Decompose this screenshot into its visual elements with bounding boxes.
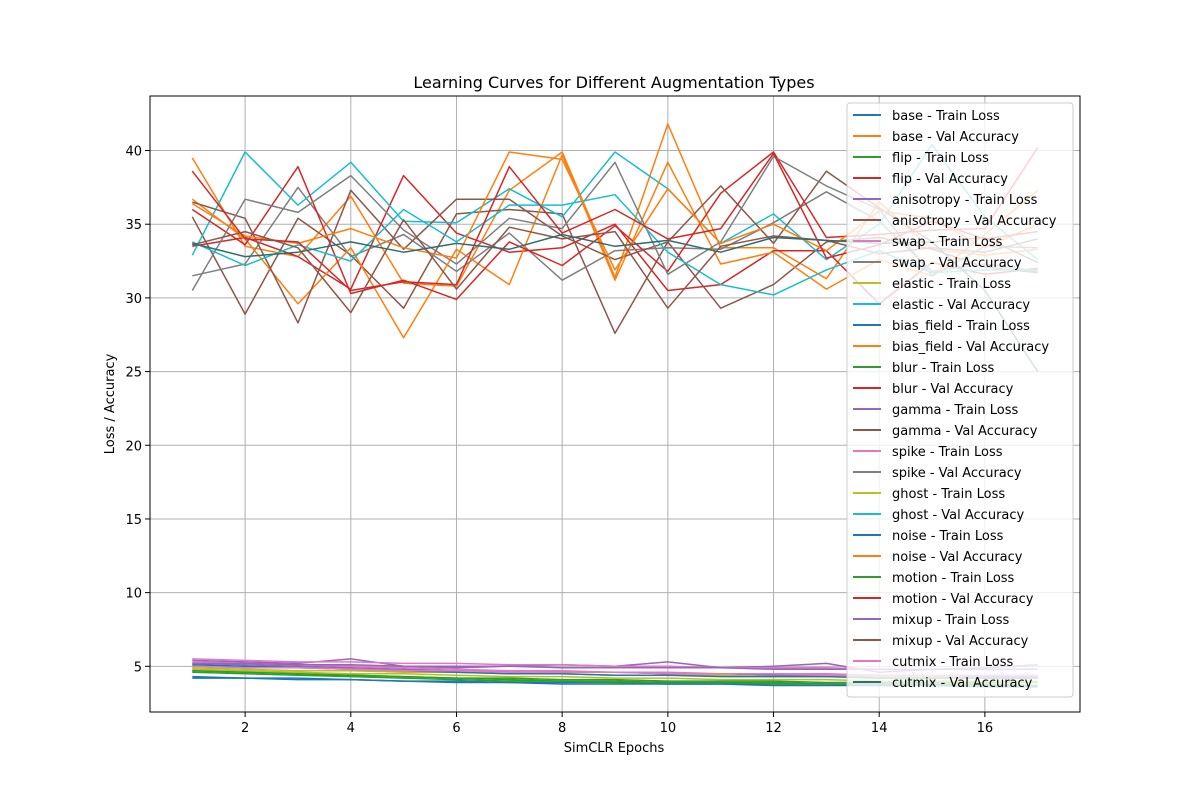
- legend-item: blur - Val Accuracy: [853, 382, 1014, 397]
- y-tick-label: 15: [125, 513, 142, 528]
- x-axis-ticks: 2 4 6 8 10 12 14 16: [241, 712, 993, 736]
- legend-label: noise - Train Loss: [892, 529, 1004, 544]
- y-tick-label: 20: [125, 439, 142, 454]
- legend-label: base - Train Loss: [892, 109, 1000, 124]
- legend-label: mixup - Val Accuracy: [892, 634, 1029, 649]
- y-tick-label: 40: [125, 145, 142, 160]
- legend-label: motion - Train Loss: [892, 571, 1015, 586]
- legend-item: mixup - Train Loss: [853, 613, 1009, 628]
- legend-item: base - Train Loss: [853, 109, 1000, 124]
- legend-label: base - Val Accuracy: [892, 130, 1019, 145]
- legend-label: spike - Train Loss: [892, 445, 1003, 460]
- legend-item: swap - Val Accuracy: [853, 256, 1022, 271]
- x-tick-label: 16: [977, 721, 994, 736]
- x-tick-label: 4: [347, 721, 355, 736]
- x-tick-label: 2: [241, 721, 249, 736]
- legend-label: bias_field - Train Loss: [892, 319, 1030, 334]
- legend-label: anisotropy - Train Loss: [892, 193, 1038, 208]
- y-tick-label: 25: [125, 366, 142, 381]
- legend-item: flip - Val Accuracy: [853, 172, 1008, 187]
- legend-box: [846, 102, 1074, 698]
- legend-item: base - Val Accuracy: [853, 130, 1019, 145]
- legend-label: blur - Val Accuracy: [892, 382, 1014, 397]
- legend-label: motion - Val Accuracy: [892, 592, 1034, 607]
- legend-item: noise - Val Accuracy: [853, 550, 1023, 565]
- legend-item: bias_field - Val Accuracy: [853, 340, 1049, 355]
- legend-label: spike - Val Accuracy: [892, 466, 1022, 481]
- chart-legend: base - Train Loss base - Val Accuracy flip…: [846, 102, 1074, 698]
- legend-item: gamma - Val Accuracy: [853, 424, 1038, 439]
- legend-label: gamma - Val Accuracy: [892, 424, 1038, 439]
- legend-item: spike - Val Accuracy: [853, 466, 1022, 481]
- legend-label: anisotropy - Val Accuracy: [892, 214, 1057, 229]
- chart-title: Learning Curves for Different Augmentati…: [413, 73, 814, 92]
- legend-label: bias_field - Val Accuracy: [892, 340, 1049, 355]
- y-tick-label: 35: [125, 218, 142, 233]
- x-tick-label: 8: [558, 721, 566, 736]
- legend-item: spike - Train Loss: [853, 445, 1003, 460]
- legend-label: swap - Train Loss: [892, 235, 1003, 250]
- legend-label: elastic - Val Accuracy: [892, 298, 1030, 313]
- legend-label: ghost - Train Loss: [892, 487, 1005, 502]
- legend-label: flip - Val Accuracy: [892, 172, 1008, 187]
- legend-item: swap - Train Loss: [853, 235, 1003, 250]
- legend-item: bias_field - Train Loss: [853, 319, 1030, 334]
- legend-label: mixup - Train Loss: [892, 613, 1009, 628]
- x-axis-label: SimCLR Epochs: [564, 741, 665, 756]
- y-tick-label: 5: [134, 660, 142, 675]
- legend-label: elastic - Train Loss: [892, 277, 1011, 292]
- legend-item: elastic - Val Accuracy: [853, 298, 1030, 313]
- legend-label: swap - Val Accuracy: [892, 256, 1022, 271]
- legend-label: ghost - Val Accuracy: [892, 508, 1025, 523]
- legend-item: ghost - Train Loss: [853, 487, 1005, 502]
- legend-item: mixup - Val Accuracy: [853, 634, 1029, 649]
- legend-item: blur - Train Loss: [853, 361, 994, 376]
- y-axis-label: Loss / Accuracy: [103, 353, 118, 454]
- y-tick-label: 30: [125, 292, 142, 307]
- legend-label: blur - Train Loss: [892, 361, 994, 376]
- y-tick-label: 10: [125, 587, 142, 602]
- legend-item: ghost - Val Accuracy: [853, 508, 1025, 523]
- legend-label: noise - Val Accuracy: [892, 550, 1023, 565]
- legend-item: elastic - Train Loss: [853, 277, 1011, 292]
- plot-frame: [149, 95, 1081, 713]
- legend-label: cutmix - Val Accuracy: [892, 676, 1033, 691]
- legend-item: cutmix - Train Loss: [853, 655, 1013, 670]
- x-tick-label: 12: [765, 721, 782, 736]
- legend-item: cutmix - Val Accuracy: [853, 676, 1033, 691]
- legend-item: anisotropy - Val Accuracy: [853, 214, 1057, 229]
- legend-item: flip - Train Loss: [853, 151, 989, 166]
- x-tick-label: 10: [660, 721, 677, 736]
- legend-label: gamma - Train Loss: [892, 403, 1019, 418]
- legend-item: motion - Train Loss: [853, 571, 1015, 586]
- legend-label: cutmix - Train Loss: [892, 655, 1013, 670]
- legend-item: gamma - Train Loss: [853, 403, 1019, 418]
- x-tick-label: 6: [452, 721, 460, 736]
- legend-item: anisotropy - Train Loss: [853, 193, 1038, 208]
- x-tick-label: 14: [871, 721, 888, 736]
- legend-item: motion - Val Accuracy: [853, 592, 1034, 607]
- y-axis-ticks: 5 10 15 20 25 30 35 40: [125, 145, 150, 675]
- legend-label: flip - Train Loss: [892, 151, 989, 166]
- legend-item: noise - Train Loss: [853, 529, 1004, 544]
